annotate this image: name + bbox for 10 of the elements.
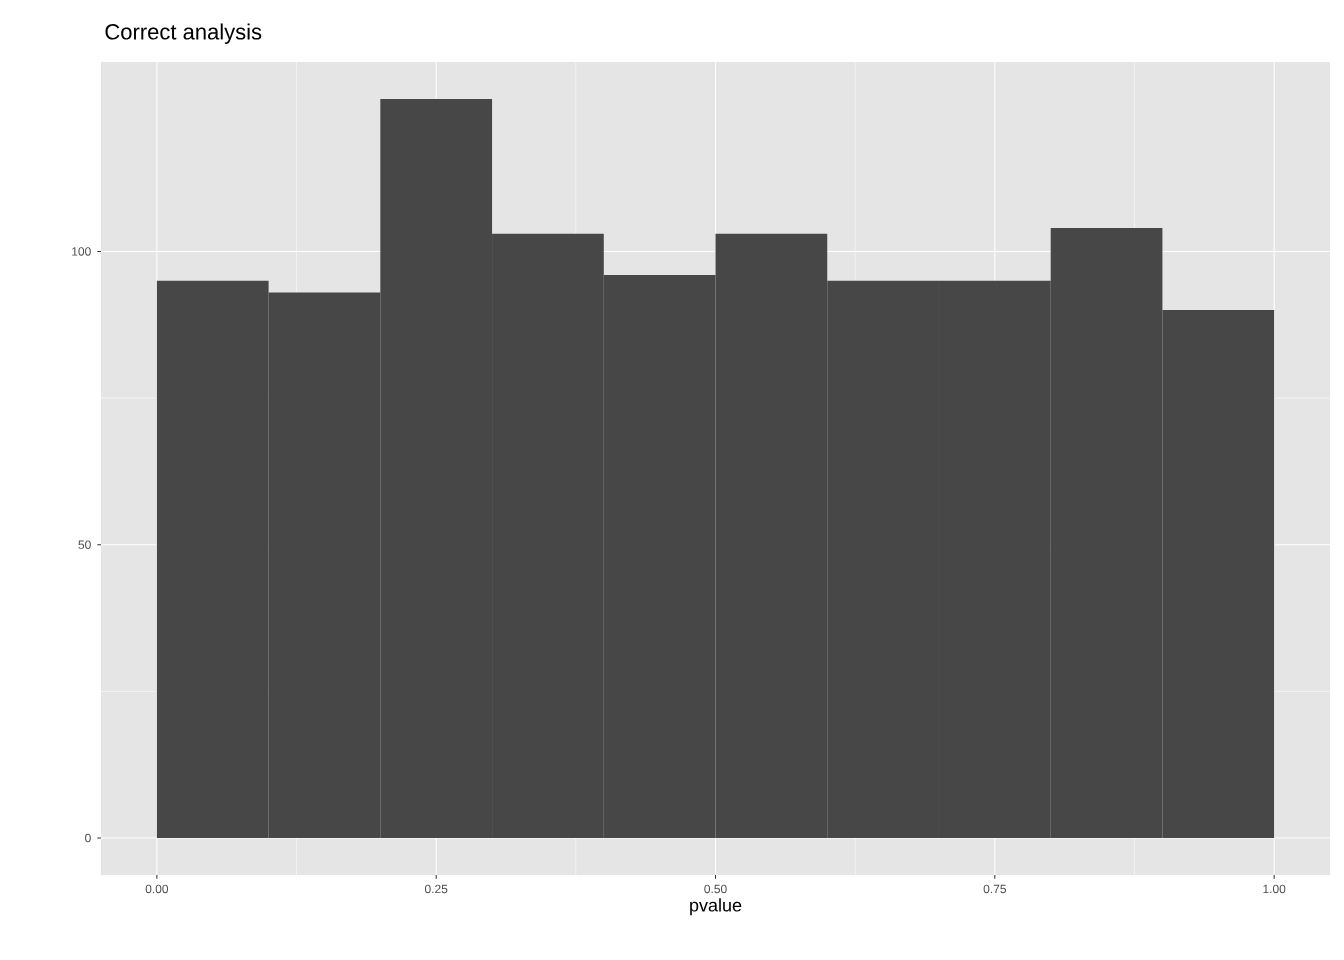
chart-title: Correct analysis xyxy=(105,23,262,44)
y-tick-label: 50 xyxy=(78,540,91,550)
x-axis-title: pvalue xyxy=(690,898,742,916)
y-tick-label: 100 xyxy=(72,247,91,256)
x-tick-label: 0.75 xyxy=(983,884,1006,894)
x-tick-label: 0.25 xyxy=(424,884,448,894)
x-tick-label: 0.50 xyxy=(704,884,727,894)
x-tick-label: 0.00 xyxy=(145,884,169,894)
x-tick-label: 1.00 xyxy=(1263,884,1286,894)
y-tick-label: 0 xyxy=(85,833,91,843)
